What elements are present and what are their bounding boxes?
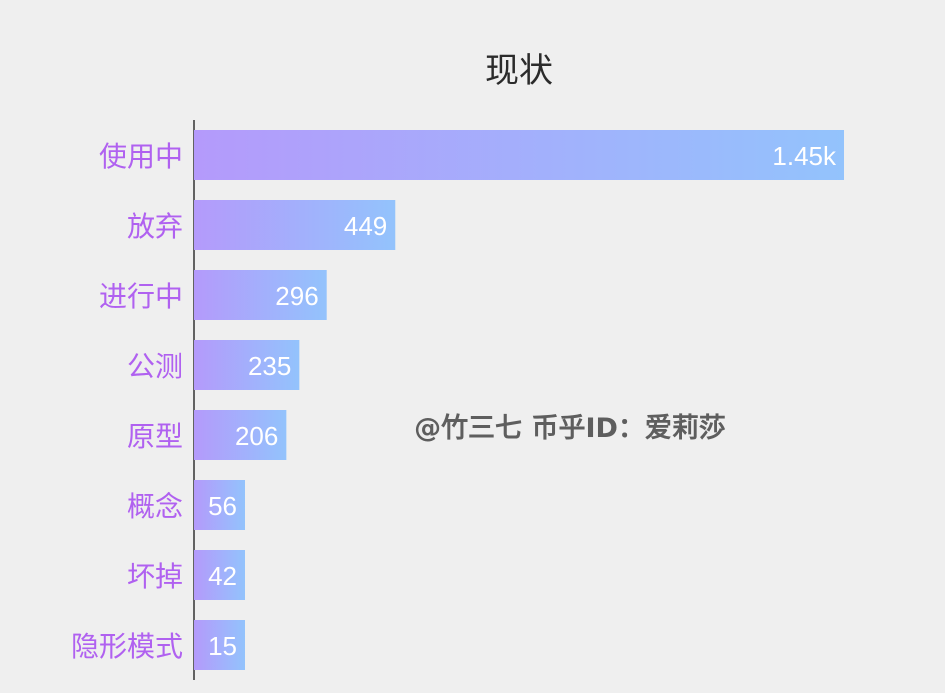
value-label-4: 235 bbox=[248, 351, 291, 381]
value-label-5: 206 bbox=[235, 421, 278, 451]
category-label-6: 概念 bbox=[127, 490, 183, 523]
category-label-7: 坏掉 bbox=[127, 560, 183, 593]
value-label-7: 42 bbox=[208, 561, 237, 591]
value-label-2: 449 bbox=[344, 211, 387, 241]
category-label-1: 使用中 bbox=[99, 140, 183, 173]
watermark-text: @竹三七 币乎ID：爱莉莎 bbox=[414, 412, 726, 444]
value-label-3: 296 bbox=[275, 281, 318, 311]
chart-title: 现状 bbox=[485, 51, 553, 91]
bar-2 bbox=[194, 200, 396, 250]
bar-6 bbox=[194, 480, 245, 530]
category-label-3: 进行中 bbox=[99, 280, 183, 313]
value-label-8: 15 bbox=[208, 631, 237, 661]
bar-1 bbox=[194, 130, 844, 180]
bar-5 bbox=[194, 410, 287, 460]
value-label-6: 56 bbox=[208, 491, 237, 521]
category-label-4: 公测 bbox=[127, 350, 183, 383]
bar-7 bbox=[194, 550, 245, 600]
bar-3 bbox=[194, 270, 327, 320]
bar-8 bbox=[194, 620, 245, 670]
category-label-5: 原型 bbox=[127, 420, 183, 453]
bar-4 bbox=[194, 340, 300, 390]
value-label-1: 1.45k bbox=[772, 141, 837, 171]
category-label-8: 隐形模式 bbox=[71, 630, 183, 663]
category-label-2: 放弃 bbox=[127, 210, 183, 243]
bars-group: 使用中 1.45k 放弃 449 进行中 296 公测 235 原型 206 概念 56 坏掉 42 隐形模… bbox=[71, 130, 844, 670]
